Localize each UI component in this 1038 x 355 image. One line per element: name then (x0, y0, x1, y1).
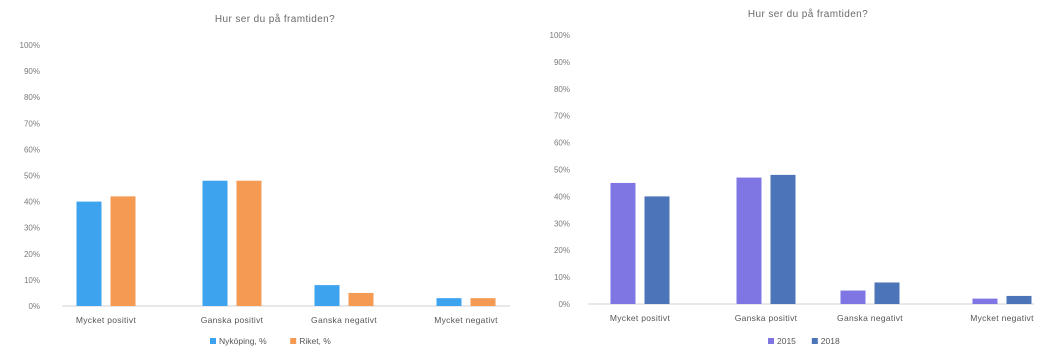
chart-right-svg: Hur ser du på framtiden? 0% 10% 20% 30% 40% 50… (550, 8, 1034, 346)
right-ytick-label: 40% (554, 192, 570, 201)
right-bar-2015-2 (736, 177, 762, 304)
right-ytick-label: 30% (554, 219, 570, 228)
right-bar-2018-3 (874, 282, 900, 304)
left-legend-label: Nyköping, % (219, 336, 267, 346)
right-category-label: Ganska positivt (735, 313, 798, 323)
left-ytick-label: 90% (24, 67, 40, 76)
right-bar-2015-3 (840, 290, 866, 304)
right-legend-label: 2015 (777, 336, 796, 346)
right-legend-swatch (811, 338, 818, 344)
left-ytick-label: 40% (24, 198, 40, 207)
right-ytick-label: 60% (554, 139, 570, 148)
left-ytick-label: 70% (24, 119, 40, 128)
right-ytick-label: 100% (550, 31, 570, 40)
left-legend-label: Riket, % (299, 336, 331, 346)
left-ytick-label: 20% (24, 250, 40, 259)
right-ytick-label: 70% (554, 112, 570, 121)
right-bar-2018-4 (1006, 295, 1032, 304)
right-category-label: Mycket positivt (610, 313, 671, 323)
right-bar-2018-2 (770, 174, 796, 304)
left-bar-riket-2 (236, 180, 262, 306)
chart-left-svg: Hur ser du på framtiden? 0% 10% 20% 30% 40% 50… (20, 13, 510, 346)
left-bar-nykping-1 (76, 201, 102, 306)
left-bar-nykping-4 (436, 298, 462, 306)
right-category-label: Mycket negativt (970, 313, 1034, 323)
right-ytick-label: 10% (554, 273, 570, 282)
right-ytick-label: 0% (558, 300, 570, 309)
chart-left: Hur ser du på framtiden? 0% 10% 20% 30% 40% 50… (0, 0, 520, 350)
right-chart-title: Hur ser du på framtiden? (748, 8, 868, 20)
left-category-label: Mycket positivt (76, 315, 137, 325)
left-ytick-label: 100% (20, 41, 40, 50)
left-category-label: Mycket negativt (434, 315, 498, 325)
right-bar-2015-4 (972, 298, 998, 304)
right-legend-label: 2018 (821, 336, 840, 346)
left-chart-title: Hur ser du på framtiden? (215, 13, 335, 25)
right-bar-2018-1 (644, 196, 670, 304)
left-bar-riket-1 (110, 196, 136, 306)
left-legend-swatch (290, 338, 297, 344)
right-ytick-label: 80% (554, 85, 570, 94)
right-ytick-label: 20% (554, 246, 570, 255)
right-ytick-label: 50% (554, 166, 570, 175)
chart-right: Hur ser du på framtiden? 0% 10% 20% 30% 40% 50… (520, 0, 1038, 350)
left-bar-nykping-3 (314, 285, 340, 306)
left-ytick-label: 30% (24, 224, 40, 233)
left-ytick-label: 80% (24, 93, 40, 102)
left-bar-riket-3 (348, 292, 374, 306)
right-legend-swatch (768, 338, 774, 344)
left-ytick-label: 10% (24, 276, 40, 285)
left-category-label: Ganska positivt (201, 315, 264, 325)
left-bar-riket-4 (470, 298, 496, 306)
left-ytick-label: 60% (24, 145, 40, 154)
left-legend-swatch (210, 338, 216, 344)
left-ytick-label: 0% (28, 302, 40, 311)
left-bar-nykping-2 (202, 180, 228, 306)
right-ytick-label: 90% (554, 58, 570, 67)
left-category-label: Ganska negativt (311, 315, 377, 325)
left-ytick-label: 50% (24, 172, 40, 181)
right-bar-2015-1 (610, 182, 636, 304)
right-category-label: Ganska negativt (837, 313, 903, 323)
